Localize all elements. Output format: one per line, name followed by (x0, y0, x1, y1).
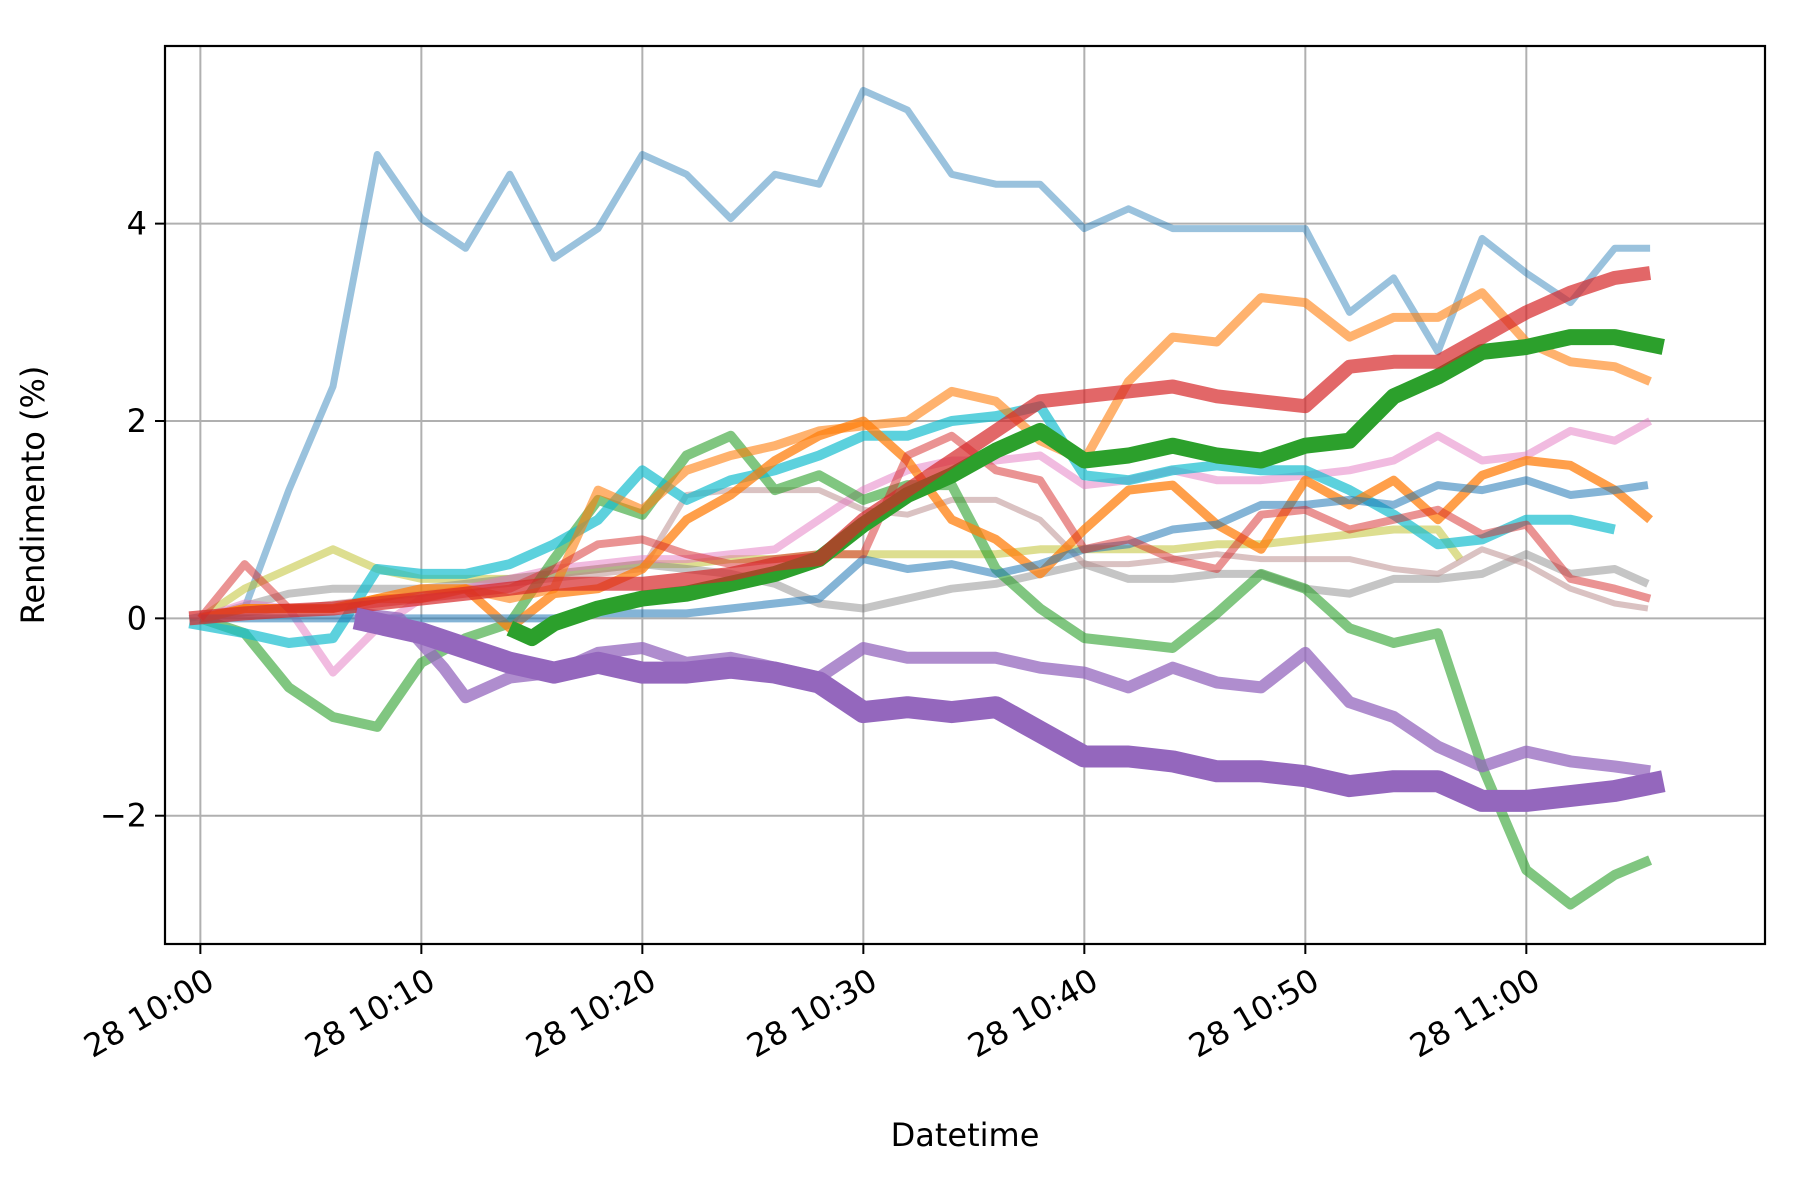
plot-frame (163, 44, 1767, 946)
series-line-15 (352, 607, 1666, 812)
series-line-13 (506, 329, 1665, 647)
series-layer (188, 86, 1666, 910)
y-tick-label: 4 (127, 205, 147, 243)
y-axis: −2 0 2 4 (100, 205, 165, 835)
y-tick-label: 2 (127, 402, 147, 440)
x-axis-title: Datetime (891, 1116, 1040, 1154)
series-line-14 (188, 266, 1652, 626)
y-axis-title: Rendimento (%) (14, 366, 52, 625)
series-line-10 (200, 476, 1649, 623)
y-tick-label: 0 (127, 599, 147, 637)
series-line-4 (200, 487, 1649, 622)
y-tick-label: −2 (100, 797, 147, 835)
